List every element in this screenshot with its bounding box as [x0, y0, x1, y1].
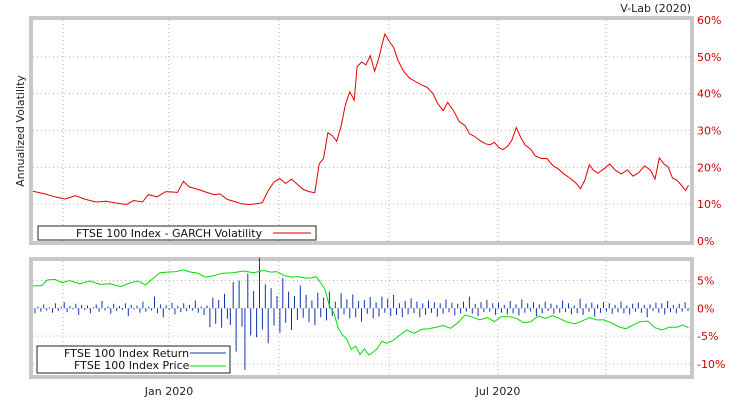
series-line-index-price — [32, 269, 689, 356]
y-tick-label: -10% — [697, 358, 725, 371]
volatility-grid — [33, 20, 690, 241]
legend-box — [37, 225, 317, 241]
y-tick-label: 5% — [697, 274, 714, 287]
y-tick-label: 50% — [697, 51, 721, 64]
returns-y-ticks: 5% 0% -5% -10% — [697, 274, 725, 370]
y-tick-label: 40% — [697, 88, 721, 101]
legend-label-garch-volatility: FTSE 100 Index - GARCH Volatility — [76, 227, 263, 240]
y-axis-label: Annualized Volatility — [14, 75, 27, 187]
y-tick-label: 30% — [697, 125, 721, 138]
series-bars-index-return — [34, 257, 689, 370]
volatility-panel: 0% 10% 20% 30% 40% 50% 60% Annualized Volatili… — [14, 14, 721, 248]
legend-label-index-return: FTSE 100 Index Return — [64, 347, 189, 360]
x-tick-label: Jul 2020 — [475, 385, 521, 398]
y-tick-label: 60% — [697, 14, 721, 27]
volatility-y-ticks: 0% 10% 20% 30% 40% 50% 60% — [697, 14, 721, 248]
returns-price-panel: 5% 0% -5% -10% FTSE 100 Index Return FTSE 1… — [29, 257, 725, 379]
legend-label-index-price: FTSE 100 Index Price — [74, 359, 190, 372]
vlab-credit: V-Lab (2020) — [620, 2, 691, 15]
returns-legend: FTSE 100 Index Return FTSE 100 Index Pri… — [36, 345, 231, 374]
y-tick-label: 20% — [697, 161, 721, 174]
y-tick-label: 10% — [697, 198, 721, 211]
legend-box — [36, 345, 231, 374]
y-tick-label: 0% — [697, 302, 714, 315]
volatility-legend: FTSE 100 Index - GARCH Volatility — [37, 225, 317, 241]
y-tick-label: -5% — [697, 330, 718, 343]
y-tick-label: 0% — [697, 235, 714, 248]
x-axis-ticks: Jan 2020 Jul 2020 — [144, 385, 521, 398]
x-tick-label: Jan 2020 — [144, 385, 193, 398]
series-line-garch-volatility — [32, 32, 689, 206]
